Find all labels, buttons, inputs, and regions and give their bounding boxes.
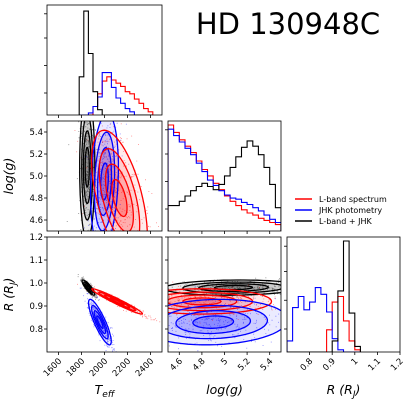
pair-teff-radius-jhk-photometry-contour-1 (90, 304, 109, 340)
pair-teff-logg-l-band-spectrum-contour-2 (104, 163, 135, 231)
pair-logg-radius-l-band-spectrum-contour-0 (168, 288, 273, 315)
pair-teff-radius-jhk-photometry-contour-0 (87, 298, 112, 346)
pair-teff-logg-l-band-jhk-points (66, 121, 101, 231)
y-tick-label-radius: 0.9 (29, 302, 43, 312)
x-tick-label-logg: 5.2 (236, 357, 253, 374)
histograms (78, 10, 361, 352)
panel-frame-0-0 (46, 4, 163, 116)
legend: L-band spectrum JHK photometry L-band + JH… (295, 195, 387, 226)
x-tick-label-teff: 2200 (111, 357, 133, 379)
hist-radius-jhk-photometry (287, 287, 361, 352)
pair-teff-radius-jhk-photometry-fill-1 (91, 305, 109, 339)
y-tick-label-logg: 5.0 (29, 172, 43, 182)
pair-teff-radius-jhk-photometry-contour-3 (96, 315, 104, 329)
pair-teff-logg-l-band-jhk-contour-3 (84, 146, 90, 188)
pair-teff-radius-l-band-jhk-points (77, 274, 99, 301)
x-axis-label-radius: R (RJ) (327, 382, 361, 400)
legend-label-2: L-band + JHK (319, 217, 372, 226)
pair-teff-logg-l-band-spectrum-fill-3 (111, 179, 127, 217)
pair-teff-logg-l-band-spectrum-fill-1 (99, 148, 140, 231)
pair-teff-logg-l-band-jhk-fill-2 (83, 130, 91, 204)
pair-logg-radius-l-band-spectrum-points (168, 281, 281, 324)
legend-label-0: L-band spectrum (319, 195, 387, 204)
y-tick-label-radius: 1.2 (29, 233, 43, 243)
pair-logg-radius-l-band-spectrum-contour-2 (168, 294, 238, 309)
pair-teff-logg-l-band-spectrum-fill-0 (91, 130, 148, 231)
pair-teff-radius-l-band-spectrum-fill-1 (98, 292, 136, 311)
pair-logg-radius-jhk-photometry-fill-2 (176, 310, 251, 334)
pair-logg-radius-jhk-photometry-contour-1 (168, 304, 269, 340)
y-tick-label-logg: 4.6 (29, 216, 43, 226)
density-contours (79, 121, 281, 346)
y-axis-label-radius: R (RJ) (1, 278, 19, 312)
hist-teff-jhk-photometry (79, 72, 153, 115)
pair-logg-radius-l-band-spectrum-contour-3 (182, 297, 222, 306)
x-axis-label-teff: Teff (95, 382, 116, 400)
pair-teff-radius-jhk-photometry-contour-2 (93, 310, 107, 335)
hist-radius-l-band-spectrum (287, 295, 361, 352)
x-tick-label-logg: 4.6 (168, 357, 185, 374)
chart-title: HD 130948C (196, 7, 380, 41)
pair-teff-logg-l-band-spectrum-contour-1 (98, 148, 141, 231)
x-tick-label-radius: 1.2 (389, 357, 406, 374)
y-tick-label-logg: 4.8 (29, 194, 43, 204)
y-tick-label-radius: 1.0 (29, 279, 43, 289)
x-tick-label-teff: 2400 (134, 357, 156, 379)
pair-logg-radius-jhk-photometry-fill-3 (192, 315, 234, 329)
pair-teff-logg-l-band-spectrum-contour-3 (111, 178, 128, 218)
pair-teff-logg-l-band-spectrum-points (74, 121, 159, 231)
x-tick-label-logg: 5.4 (259, 357, 276, 374)
pair-logg-radius-l-band-jhk-contour-2 (198, 283, 269, 293)
panel-frame-2-2 (286, 236, 401, 353)
pair-teff-radius-l-band-spectrum-contour-3 (109, 297, 125, 306)
pair-teff-radius-l-band-jhk-fill-1 (83, 282, 93, 294)
pair-teff-logg-jhk-photometry-contour-0 (89, 121, 120, 231)
pair-teff-radius-jhk-photometry-fill-3 (96, 315, 103, 329)
hist-radius-l-band-jhk (287, 240, 361, 352)
pair-teff-logg-l-band-jhk-fill-3 (85, 147, 90, 187)
pair-logg-radius-l-band-spectrum-fill-2 (168, 295, 237, 308)
hist-logg-l-band-jhk (168, 140, 281, 231)
x-tick-label-radius: 1.1 (366, 357, 383, 374)
x-axis-label-logg: log(g) (206, 382, 243, 397)
legend-label-1: JHK photometry (318, 206, 382, 215)
x-tick-label-radius: 0.9 (321, 357, 338, 374)
pair-logg-radius-l-band-spectrum-contour-1 (168, 291, 254, 312)
x-tick-label-teff: 1600 (42, 357, 64, 379)
x-tick-label-logg: 4.8 (191, 357, 208, 374)
x-tick-label-radius: 0.8 (299, 357, 316, 374)
y-tick-label-logg: 5.2 (29, 150, 43, 160)
pair-logg-radius-jhk-photometry-contour-3 (192, 315, 235, 329)
x-tick-label-teff: 1800 (65, 357, 87, 379)
x-tick-label-logg: 5 (219, 357, 230, 368)
pair-logg-radius-l-band-jhk-fill-3 (214, 285, 253, 290)
pair-logg-radius-jhk-photometry-contour-0 (168, 298, 281, 346)
x-tick-label-radius: 1 (350, 357, 361, 368)
pair-logg-radius-jhk-photometry-contour-2 (175, 310, 252, 335)
y-axis-label-logg: log(g) (1, 158, 16, 195)
pair-teff-radius-l-band-spectrum-contour-0 (91, 288, 144, 315)
pair-teff-radius-l-band-jhk-contour-0 (81, 279, 96, 296)
pair-teff-logg-l-band-spectrum-contour-0 (90, 129, 148, 231)
pair-teff-radius-l-band-spectrum-fill-3 (110, 298, 124, 305)
y-tick-label-logg: 5.4 (29, 128, 43, 138)
pair-teff-logg-jhk-photometry-contour-1 (93, 131, 116, 231)
pair-teff-radius-l-band-jhk-contour-3 (86, 284, 91, 291)
hist-logg-jhk-photometry (168, 128, 281, 231)
x-tick-label-teff: 2000 (88, 357, 110, 379)
y-tick-label-radius: 1.1 (29, 256, 43, 266)
y-tick-label-radius: 0.8 (29, 325, 43, 335)
hist-teff-l-band-jhk (78, 10, 153, 115)
